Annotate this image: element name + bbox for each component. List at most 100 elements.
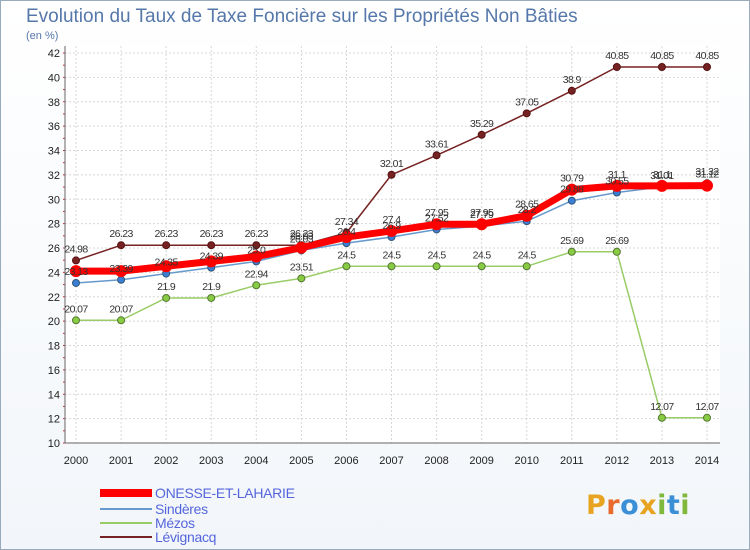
legend-swatch [100, 536, 152, 538]
data-label-sinderes: 24.35 [155, 257, 179, 269]
data-point-levignacq [567, 86, 576, 95]
data-label-onesse-et-laharie: 28.65 [515, 199, 539, 211]
data-label-mezos: 21.9 [202, 281, 221, 293]
logo-letter: i [657, 490, 667, 521]
data-point-onesse-et-laharie [160, 260, 173, 273]
x-tick-label: 2007 [379, 455, 403, 467]
data-label-sinderes: 27.52 [425, 212, 449, 224]
data-label-levignacq: 26.23 [200, 228, 224, 240]
data-label-sinderes: 28.2 [518, 204, 537, 216]
legend-label: Lévignacq [155, 529, 217, 545]
data-label-onesse-et-laharie: 27.4 [382, 214, 401, 226]
data-point-onesse-et-laharie [385, 224, 398, 237]
data-label-levignacq: 40.85 [695, 50, 719, 62]
y-tick-label: 40 [48, 72, 60, 84]
logo-letter: r [606, 490, 621, 521]
data-point-onesse-et-laharie [340, 231, 353, 244]
data-label-mezos: 25.69 [605, 235, 629, 247]
y-tick-label: 34 [48, 146, 60, 158]
data-label-sinderes: 27.79 [470, 209, 494, 221]
logo-letter: P [586, 490, 607, 521]
data-label-sinderes: 26.03 [290, 233, 314, 245]
data-label-sinderes: 24.39 [200, 251, 224, 263]
data-point-onesse-et-laharie [205, 255, 218, 268]
data-label-levignacq: 35.29 [470, 118, 494, 130]
legend-swatch [100, 489, 152, 497]
data-point-onesse-et-laharie [610, 179, 623, 192]
x-tick-label: 2014 [695, 455, 719, 467]
x-tick-label: 2005 [289, 455, 313, 467]
data-label-levignacq: 26.23 [290, 228, 314, 240]
data-point-sinderes [117, 275, 126, 284]
data-label-sinderes: 30.55 [605, 176, 629, 188]
data-point-onesse-et-laharie [115, 265, 128, 278]
x-tick-label: 2013 [650, 455, 674, 467]
data-label-sinderes: 31.32 [695, 166, 719, 178]
data-label-onesse-et-laharie: 31.1 [653, 169, 672, 181]
x-tick-label: 2006 [334, 455, 358, 467]
x-tick-label: 2010 [514, 455, 538, 467]
data-point-mezos [297, 274, 306, 283]
data-point-onesse-et-laharie [520, 209, 533, 222]
proxiti-logo: Proxiti [586, 490, 690, 521]
data-label-levignacq: 37.05 [515, 96, 539, 108]
y-tick-label: 10 [48, 438, 60, 450]
data-label-onesse-et-laharie: 27.95 [425, 207, 449, 219]
data-point-levignacq [162, 241, 171, 250]
data-point-mezos [612, 247, 621, 256]
data-point-onesse-et-laharie [701, 179, 713, 192]
data-label-mezos: 24.5 [337, 249, 356, 261]
data-label-levignacq: 24.98 [64, 243, 88, 255]
data-label-sinderes: 25.0 [247, 244, 266, 256]
data-label-mezos: 20.07 [64, 303, 88, 315]
data-point-mezos [387, 262, 396, 271]
logo-letter: x [639, 490, 658, 521]
legend-label: Mézos [155, 515, 195, 531]
data-point-mezos [342, 262, 351, 271]
data-label-mezos: 12.07 [650, 401, 674, 413]
data-label-levignacq: 33.61 [425, 138, 449, 150]
data-point-mezos [432, 262, 441, 271]
data-label-mezos: 24.5 [518, 249, 537, 261]
x-tick-label: 2003 [199, 455, 223, 467]
data-point-mezos [207, 293, 216, 302]
y-tick-label: 14 [48, 389, 60, 401]
y-tick-label: 42 [48, 48, 60, 60]
data-label-onesse-et-laharie: 31.12 [695, 169, 719, 181]
data-point-onesse-et-laharie [430, 218, 443, 231]
data-point-levignacq [432, 151, 441, 160]
x-tick-label: 2011 [560, 455, 584, 467]
data-point-onesse-et-laharie [250, 250, 263, 263]
x-tick-label: 2012 [605, 455, 629, 467]
data-point-onesse-et-laharie [475, 218, 488, 231]
data-point-onesse-et-laharie [70, 265, 82, 278]
unit-label: (en %) [26, 30, 59, 42]
data-label-mezos: 24.5 [382, 249, 401, 261]
data-point-onesse-et-laharie [565, 183, 578, 196]
chart-title: Evolution du Taux de Taxe Foncière sur l… [26, 6, 578, 27]
data-label-levignacq: 27.34 [335, 216, 359, 228]
y-tick-label: 24 [48, 267, 60, 279]
data-label-mezos: 22.94 [245, 268, 269, 280]
data-label-sinderes: 26.4 [337, 226, 356, 238]
data-label-levignacq: 38.9 [563, 74, 582, 86]
data-point-onesse-et-laharie [295, 241, 308, 254]
data-label-sinderes: 26.9 [382, 220, 401, 232]
y-tick-label: 22 [48, 292, 60, 304]
legend-label: ONESSE-ET-LAHARIE [155, 485, 295, 501]
data-label-sinderes: 31.01 [650, 170, 674, 182]
data-point-mezos [522, 262, 531, 271]
data-point-mezos [72, 316, 80, 325]
data-point-mezos [567, 247, 576, 256]
data-point-mezos [477, 262, 486, 271]
data-point-levignacq [522, 109, 531, 118]
y-tick-label: 30 [48, 194, 60, 206]
data-label-mezos: 23.51 [290, 261, 314, 273]
legend-swatch [100, 522, 152, 524]
y-tick-label: 18 [48, 341, 60, 353]
y-tick-label: 38 [48, 97, 60, 109]
data-label-sinderes: 23.13 [64, 266, 88, 278]
data-label-levignacq: 26.23 [155, 228, 179, 240]
data-point-levignacq [387, 170, 396, 179]
